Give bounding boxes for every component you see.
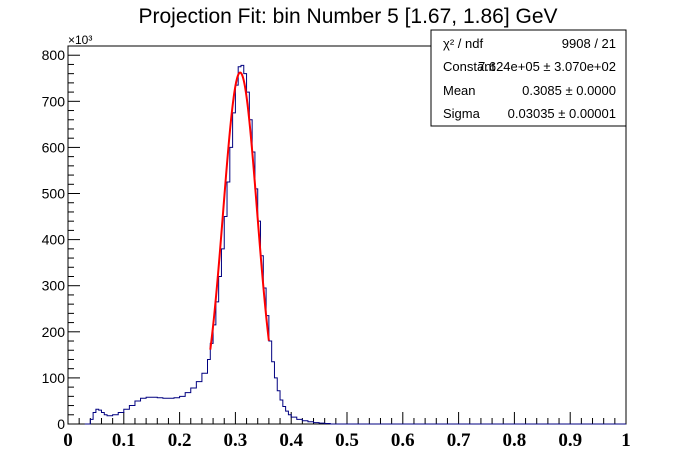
series-group xyxy=(84,64,626,425)
stats-constant-label: Constant xyxy=(443,59,495,74)
y-tick-label: 800 xyxy=(42,47,66,63)
y-tick-label: 700 xyxy=(42,93,66,109)
y-tick-label: 500 xyxy=(42,186,66,202)
x-tick-label: 0.4 xyxy=(279,430,303,451)
stats-sigma-value: 0.03035 ± 0.00001 xyxy=(508,106,616,121)
histogram-line xyxy=(84,64,626,425)
y-tick-label: 300 xyxy=(42,278,66,294)
y-tick-label: 0 xyxy=(57,416,65,432)
stats-sigma-label: Sigma xyxy=(443,106,481,121)
stats-constant-value: 7.624e+05 ± 3.070e+02 xyxy=(478,59,616,74)
y-tick-label: 200 xyxy=(42,324,66,340)
y-tick-label: 100 xyxy=(42,370,66,386)
x-tick-label: 0.5 xyxy=(335,430,359,451)
stats-box-frame xyxy=(430,29,627,127)
x-tick-label: 0.2 xyxy=(168,430,192,451)
chart-title: Projection Fit: bin Number 5 [1.67, 1.86… xyxy=(138,5,557,28)
axes: 0 100 200 300 400 500 600 700 800 0 0.1 0.2 0.3 0.4 0.… xyxy=(42,45,631,451)
x-tick-label: 0 xyxy=(63,430,73,451)
stats-chi2-label: χ² / ndf xyxy=(443,36,483,51)
x-tick-label: 0.7 xyxy=(447,430,471,451)
y-multiplier: ×10³ xyxy=(68,33,92,47)
stats-mean-value: 0.3085 ± 0.0000 xyxy=(522,83,616,98)
x-tick-label: 0.1 xyxy=(112,430,136,451)
y-tick-label: 400 xyxy=(42,232,66,248)
x-tick-label: 0.9 xyxy=(558,430,582,451)
stats-mean-label: Mean xyxy=(443,83,476,98)
x-tick-label: 0.6 xyxy=(391,430,415,451)
stats-box: χ² / ndf 9908 / 21 Constant 7.624e+05 ± … xyxy=(430,29,627,127)
x-tick-label: 0.3 xyxy=(224,430,248,451)
y-tick-label: 600 xyxy=(42,139,66,155)
stats-chi2-value: 9908 / 21 xyxy=(562,36,616,51)
fit-curve xyxy=(209,71,270,350)
x-tick-label: 1 xyxy=(621,430,631,451)
x-tick-label: 0.8 xyxy=(503,430,527,451)
